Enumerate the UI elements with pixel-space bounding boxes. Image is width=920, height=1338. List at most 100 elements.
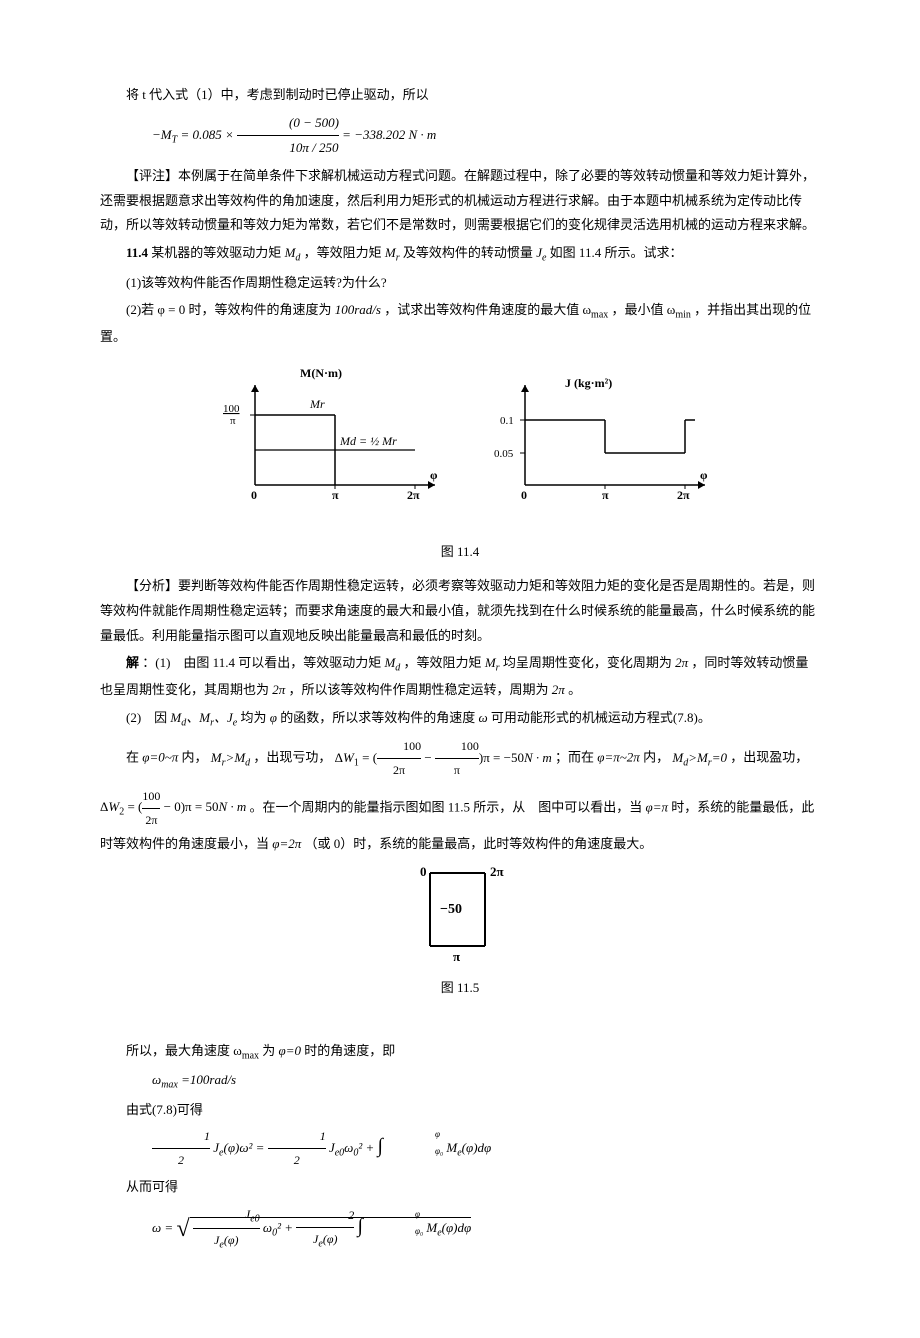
var: φ=0 — [279, 1043, 301, 1058]
svg-text:0: 0 — [251, 488, 257, 502]
equation: 12 Je(φ)ω² = 12 Je0ω0² + ∫φφ₀ Me(φ)dφ — [100, 1125, 820, 1172]
var: Mr>Md — [211, 750, 250, 765]
var: Md、Mr、Je — [170, 710, 237, 725]
t: 某机器的等效驱动力矩 — [151, 245, 284, 260]
var: Mr — [385, 245, 400, 260]
svg-text:100: 100 — [223, 403, 240, 415]
eq-text: −MT = 0.085 × (0 − 500)10π / 250 = −338.… — [152, 127, 436, 142]
figure-caption: 图 11.4 — [100, 540, 820, 565]
t: 及等效构件的转动惯量 — [403, 245, 536, 260]
sub: max — [242, 1050, 259, 1061]
figure-11-5: 0 2π −50 π — [390, 861, 530, 971]
svg-text:π: π — [602, 488, 609, 502]
t: 均呈周期性变化，变化周期为 — [503, 655, 675, 670]
problem-number: 11.4 — [126, 245, 148, 260]
sub: max — [591, 310, 608, 321]
t: 内， — [643, 750, 669, 765]
t: ，等效阻力矩 — [404, 655, 485, 670]
eq-text: 12 Je(φ)ω² = 12 Je0ω0² + ∫φφ₀ Me(φ)dφ — [152, 1140, 491, 1155]
sub: max — [161, 1080, 178, 1091]
solution-label: 解 — [126, 655, 139, 670]
body-text: 从而可得 — [100, 1175, 820, 1200]
t: 在 — [126, 750, 142, 765]
t: 如图 11.4 所示。试求： — [550, 245, 683, 260]
analysis-text: 【分析】要判断等效构件能否作周期性稳定运转，必须考察等效驱动力矩和等效阻力矩的变… — [100, 574, 820, 648]
t: 的函数，所以求等效构件的角速度 — [280, 710, 478, 725]
svg-text:π: π — [332, 488, 339, 502]
inline-eq: ΔW1 = (1002π − 100π)π = −50N · m — [335, 750, 552, 765]
t: 内， — [182, 750, 208, 765]
conclusion: 所以，最大角速度 ωmax 为 φ=0 时的角速度，即 — [100, 1039, 820, 1066]
question-2: (2)若 φ = 0 时，等效构件的角速度为 100rad/s ，试求出等效构件… — [100, 298, 820, 349]
t: ；而在 — [555, 750, 597, 765]
svg-text:2π: 2π — [677, 488, 690, 502]
var: ω — [478, 710, 487, 725]
t: （或 0）时，系统的能量最高，此时等效构件的角速度最大。 — [305, 836, 653, 851]
comment-text: 【评注】本例属于在简单条件下求解机械运动方程式问题。在解题过程中，除了必要的等效… — [100, 164, 820, 238]
var: φ=π~2π — [597, 750, 640, 765]
svg-text:2π: 2π — [407, 488, 420, 502]
t: 。 — [568, 682, 581, 697]
body-text: 由式(7.8)可得 — [100, 1098, 820, 1123]
equation: −MT = 0.085 × (0 − 500)10π / 250 = −338.… — [100, 111, 820, 161]
axis-label: M(N·m) — [300, 366, 342, 380]
eq-text: ω = √ Je0Je(φ) ω0² + 2Je(φ) ∫φφ₀ Me(φ)dφ — [152, 1220, 471, 1235]
svg-text:π: π — [453, 949, 460, 964]
svg-text:0: 0 — [420, 864, 427, 879]
t: ，最小值 ω — [612, 302, 676, 317]
t: 均为 — [241, 710, 270, 725]
t: ，等效阻力矩 — [304, 245, 385, 260]
var: Md — [285, 245, 301, 260]
t: 。在一个周期内的能量指示图如图 11.5 所示，从 图中可以看出，当 — [250, 799, 646, 814]
svg-text:0.1: 0.1 — [500, 415, 514, 427]
figure-11-4: M(N·m) 100 π Mr Md = ½ Mr 0 π 2π φ J (kg… — [185, 355, 735, 535]
var: φ=π — [646, 799, 668, 814]
t: 所以，最大角速度 ω — [126, 1043, 242, 1058]
equation: ωmax =100rad/s — [100, 1068, 820, 1095]
t: (2)若 φ = 0 时，等效构件的角速度为 — [126, 302, 335, 317]
var: φ — [270, 710, 277, 725]
problem-text: 11.4 某机器的等效驱动力矩 Md ，等效阻力矩 Mr 及等效构件的转动惯量 … — [100, 241, 820, 268]
var: φ=0~π — [142, 750, 178, 765]
t: 时的角速度，即 — [304, 1043, 395, 1058]
sub: min — [675, 310, 691, 321]
var: Md>Mr=0 — [672, 750, 727, 765]
solution-text: 解 ：(1) 由图 11.4 可以看出，等效驱动力矩 Md ，等效阻力矩 Mr … — [100, 651, 820, 702]
svg-text:J (kg·m²): J (kg·m²) — [565, 376, 612, 390]
t: ，试求出等效构件角速度的最大值 ω — [384, 302, 591, 317]
figure-caption: 图 11.5 — [100, 976, 820, 1001]
t: ，出现亏功， — [253, 750, 331, 765]
var: Mr — [485, 655, 500, 670]
var: 2π — [272, 682, 285, 697]
work-calc: 在 φ=0~π 内， Mr>Md ，出现亏功， ΔW1 = (1002π − 1… — [100, 735, 820, 782]
svg-text:−50: −50 — [440, 902, 462, 917]
question-1: (1)该等效构件能否作周期性稳定运转?为什么? — [100, 271, 820, 296]
svg-text:Md = ½ Mr: Md = ½ Mr — [339, 434, 397, 448]
t: (2) 因 — [126, 710, 170, 725]
body-text: 将 t 代入式（1）中，考虑到制动时已停止驱动，所以 — [100, 83, 820, 108]
svg-text:φ: φ — [700, 468, 708, 482]
solution-2: (2) 因 Md、Mr、Je 均为 φ 的函数，所以求等效构件的角速度 ω 可用… — [100, 706, 820, 733]
var: Md — [384, 655, 400, 670]
t: ，出现盈功， — [730, 750, 808, 765]
t: ：(1) 由图 11.4 可以看出，等效驱动力矩 — [142, 655, 384, 670]
var: ω — [152, 1072, 161, 1087]
svg-text:2π: 2π — [490, 864, 504, 879]
inline-eq: ΔW2 = (1002π − 0)π = 50N · m — [100, 799, 246, 814]
var: Je — [536, 245, 546, 260]
var: 2π — [675, 655, 688, 670]
svg-text:Mr: Mr — [309, 397, 325, 411]
var: 100rad/s — [335, 302, 381, 317]
var: φ=2π — [272, 836, 301, 851]
t: =100rad/s — [181, 1072, 236, 1087]
svg-text:0.05: 0.05 — [494, 448, 514, 460]
svg-text:φ: φ — [430, 468, 438, 482]
t: ，所以该等效构件作周期性稳定运转，周期为 — [289, 682, 552, 697]
equation: ω = √ Je0Je(φ) ω0² + 2Je(φ) ∫φφ₀ Me(φ)dφ — [100, 1203, 820, 1255]
svg-text:π: π — [230, 415, 236, 427]
t: 为 — [262, 1043, 278, 1058]
svg-text:0: 0 — [521, 488, 527, 502]
var: 2π — [552, 682, 565, 697]
work-calc-2: ΔW2 = (1002π − 0)π = 50N · m 。在一个周期内的能量指… — [100, 785, 820, 856]
t: 可用动能形式的机械运动方程式(7.8)。 — [491, 710, 711, 725]
